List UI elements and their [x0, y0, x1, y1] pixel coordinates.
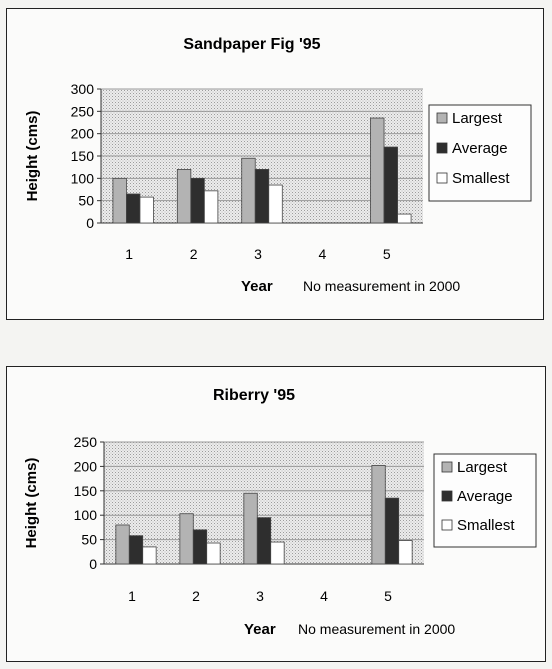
bar-average-2 — [192, 529, 208, 565]
y-tick-label: 100 — [74, 507, 98, 523]
legend-swatch-largest — [436, 112, 448, 124]
y-tick-label: 50 — [78, 193, 94, 209]
legend-label-smallest: Smallest — [452, 170, 510, 187]
legend-label-average: Average — [452, 140, 508, 157]
x-tick-label: 4 — [319, 246, 327, 262]
legend-label-largest: Largest — [452, 110, 503, 127]
y-tick-label: 250 — [74, 434, 98, 450]
legend-swatch-smallest — [436, 172, 448, 184]
x-tick-label: 3 — [254, 246, 262, 262]
legend-swatch-average — [441, 490, 453, 502]
x-axis-label: Year — [241, 278, 273, 295]
bar-smallest-5 — [398, 540, 413, 565]
bar-smallest-3 — [270, 541, 285, 565]
bar-smallest-2 — [203, 190, 219, 224]
bar-average-5 — [384, 497, 400, 565]
bar-average-3 — [256, 517, 272, 565]
bar-largest-1 — [115, 524, 130, 565]
bar-largest-2 — [179, 513, 194, 565]
x-tick-label: 5 — [384, 588, 392, 604]
chart-title: Sandpaper Fig '95 — [183, 36, 320, 53]
legend-swatch-average — [436, 142, 448, 154]
bar-largest-3 — [243, 492, 258, 565]
x-tick-label: 2 — [192, 588, 200, 604]
bar-largest-5 — [370, 117, 385, 224]
riberry-chart-panel: Riberry '95 0 50 100 150 200 250 1 2 3 4 5 Height (c… — [6, 366, 546, 662]
y-tick-label: 250 — [71, 103, 95, 119]
x-tick-label: 1 — [125, 246, 133, 262]
bar-largest-1 — [112, 177, 127, 224]
chart-note: No measurement in 2000 — [303, 278, 460, 294]
x-tick-label: 2 — [190, 246, 198, 262]
legend: Largest Average Smallest — [428, 104, 532, 202]
legend-swatch-largest — [441, 461, 453, 473]
bar-average-5 — [383, 146, 398, 224]
bar-largest-3 — [241, 157, 256, 224]
chart-note: No measurement in 2000 — [298, 621, 455, 637]
sandpaper-fig-chart-panel: Sandpaper Fig '95 0 50 100 150 200 250 300 1 2 3 4 5… — [6, 8, 544, 320]
y-tick-label: 100 — [71, 170, 95, 186]
bar-smallest-1 — [139, 196, 154, 224]
y-axis-label: Height (cms) — [23, 458, 40, 549]
bar-largest-2 — [176, 168, 192, 224]
bar-average-3 — [254, 168, 270, 224]
y-tick-label: 0 — [86, 215, 94, 231]
legend: Largest Average Smallest — [433, 453, 537, 548]
sandpaper-fig-chart: Sandpaper Fig '95 0 50 100 150 200 250 300 1 2 3 4 5… — [24, 36, 532, 295]
y-tick-label: 150 — [71, 148, 95, 164]
x-tick-label: 5 — [383, 246, 391, 262]
x-tick-label: 3 — [256, 588, 264, 604]
x-tick-label: 1 — [128, 588, 136, 604]
legend-swatch-smallest — [441, 519, 453, 531]
bar-smallest-2 — [206, 542, 221, 565]
legend-label-smallest: Smallest — [457, 517, 515, 534]
x-axis-label: Year — [244, 621, 276, 638]
y-tick-label: 300 — [71, 81, 95, 97]
y-tick-label: 0 — [89, 556, 97, 572]
legend-label-average: Average — [457, 488, 513, 505]
riberry-chart: Riberry '95 0 50 100 150 200 250 1 2 3 4 5 Height (c… — [23, 387, 537, 638]
bar-largest-5 — [371, 465, 386, 565]
y-axis-label: Height (cms) — [24, 111, 41, 202]
bar-average-1 — [128, 535, 144, 565]
legend-label-largest: Largest — [457, 459, 508, 476]
x-tick-label: 4 — [320, 588, 328, 604]
chart-title: Riberry '95 — [213, 387, 295, 404]
bar-smallest-1 — [142, 546, 157, 565]
bar-average-2 — [190, 177, 205, 224]
bar-smallest-3 — [268, 184, 283, 224]
y-tick-label: 200 — [71, 126, 95, 142]
y-tick-label: 50 — [81, 532, 97, 548]
bar-average-1 — [126, 193, 141, 224]
y-tick-label: 200 — [74, 458, 98, 474]
bar-smallest-5 — [397, 213, 412, 224]
y-tick-label: 150 — [74, 483, 98, 499]
